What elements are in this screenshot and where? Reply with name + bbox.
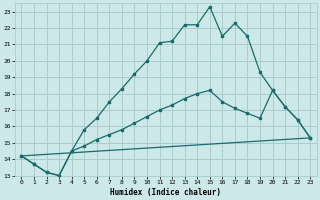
X-axis label: Humidex (Indice chaleur): Humidex (Indice chaleur) (110, 188, 221, 197)
